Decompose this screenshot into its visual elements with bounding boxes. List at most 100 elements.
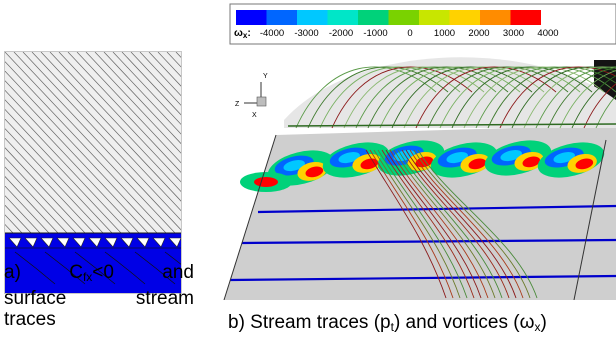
stream-trace-line — [5, 166, 68, 234]
blue-region-trace — [104, 251, 146, 285]
dome-arc — [427, 66, 569, 129]
stream-trace-line — [5, 137, 95, 234]
stream-trace-line — [5, 147, 86, 234]
panel-b-image: ωx: -4000 -3000 -2000 -1000 0 1000 2000 3000 400… — [206, 0, 616, 300]
stream-trace-line — [130, 52, 181, 106]
stream-trace-line — [148, 52, 181, 87]
vortex-contours — [240, 140, 605, 192]
descending-trace — [369, 149, 454, 299]
separation-cell — [88, 237, 102, 248]
vortex-contour — [283, 160, 305, 172]
stream-trace-line — [31, 52, 181, 212]
caption-a: a) Cfx<0 and surface stream traces — [4, 262, 194, 330]
vortex-contour — [338, 152, 360, 164]
dome-arc — [295, 66, 437, 129]
dome-arc — [331, 66, 473, 129]
surface-blue-lines — [229, 204, 616, 282]
dome-arc — [595, 94, 616, 129]
panel-a-image — [4, 51, 182, 294]
separation-cell — [8, 237, 22, 248]
stream-trace-line — [67, 52, 181, 173]
caption-a-label: a) — [4, 262, 21, 283]
stream-trace-line — [94, 52, 181, 145]
dome-arc — [307, 66, 449, 129]
vortex-contour — [360, 158, 379, 170]
stream-trace-line — [5, 195, 41, 234]
dome-stream-traces — [287, 66, 616, 129]
dome-arc — [319, 66, 461, 129]
caption-b-omega: ω — [519, 312, 535, 333]
separation-cell — [72, 237, 86, 248]
dome-arc — [583, 83, 616, 129]
stream-trace-line — [5, 176, 59, 234]
blue-region-trace — [134, 251, 176, 285]
cfx-subscript: fx — [82, 270, 93, 284]
surface-edge-left — [223, 134, 277, 300]
blue-region-trace — [74, 251, 116, 285]
colorbar-swatch — [510, 10, 541, 25]
stream-trace-line — [5, 156, 77, 234]
axis-y-label: Y — [263, 73, 268, 80]
axis-cube — [256, 96, 267, 107]
dome-arc — [511, 66, 616, 129]
stream-trace-line — [103, 52, 181, 135]
vortex-contour — [254, 177, 278, 187]
stream-trace-line — [85, 52, 181, 154]
separation-cell — [24, 237, 38, 248]
separation-cell — [104, 237, 118, 248]
vortex-contour — [500, 150, 522, 162]
dome-arc — [451, 66, 593, 129]
dome-arc — [487, 66, 616, 129]
separation-cell — [168, 237, 181, 248]
vortex-contour — [553, 152, 575, 164]
cfx-symbol: C — [69, 262, 83, 283]
stream-trace-line — [5, 108, 122, 234]
caption-a-stream: stream — [135, 288, 194, 309]
dome-arc — [355, 66, 497, 129]
descending-trace — [365, 149, 447, 299]
colorbar-level-label: -2000 — [329, 28, 353, 39]
colorbar-level-label: 4000 — [537, 28, 558, 39]
dome-arc — [523, 66, 616, 129]
colorbar-level-label: 1000 — [434, 28, 455, 39]
stream-trace-line — [112, 52, 181, 125]
blue-region-trace — [44, 251, 86, 285]
axis-triad: Y Z X — [235, 73, 268, 119]
stream-trace-line — [5, 80, 149, 234]
blue-region-trace — [164, 251, 181, 265]
colorbar-swatch — [327, 10, 358, 25]
descending-trace — [377, 149, 468, 299]
descending-trace — [401, 149, 510, 299]
dome-arc — [379, 66, 521, 129]
surface-stream-traces-plot — [5, 52, 181, 293]
descending-trace — [381, 149, 475, 299]
caption-b: b) Stream traces (pt) and vortices (ωx) — [228, 312, 616, 338]
separation-cell — [136, 237, 150, 248]
vortex-contour — [446, 152, 468, 164]
legend-symbol: ωx: — [234, 27, 251, 40]
descending-trace — [393, 149, 496, 299]
vortex-contour — [522, 156, 541, 168]
separation-cell — [56, 237, 70, 248]
separation-pattern — [8, 237, 181, 285]
colorbar-swatch — [266, 10, 297, 25]
dome-arc — [367, 66, 509, 129]
separation-cell — [152, 237, 166, 248]
descending-trace — [409, 149, 524, 299]
stream-trace-line — [5, 52, 176, 234]
axis-z-label: Z — [235, 101, 240, 108]
descending-trace — [413, 149, 531, 299]
cfx-condition: <0 — [92, 262, 114, 283]
surface-blue-line — [229, 274, 616, 282]
stream-trace-lines — [5, 52, 181, 234]
colorbar-swatch — [419, 10, 450, 25]
scene-3d — [223, 57, 616, 300]
colorbar-swatches — [236, 10, 541, 25]
colorbar-level-label: -3000 — [294, 28, 318, 39]
stream-trace-line — [5, 128, 104, 234]
colorbar-swatch — [449, 10, 480, 25]
stream-trace-line — [40, 52, 181, 202]
dome-arc — [559, 70, 616, 129]
colorbar-level-label: 0 — [407, 28, 412, 39]
stream-trace-line — [76, 52, 181, 164]
